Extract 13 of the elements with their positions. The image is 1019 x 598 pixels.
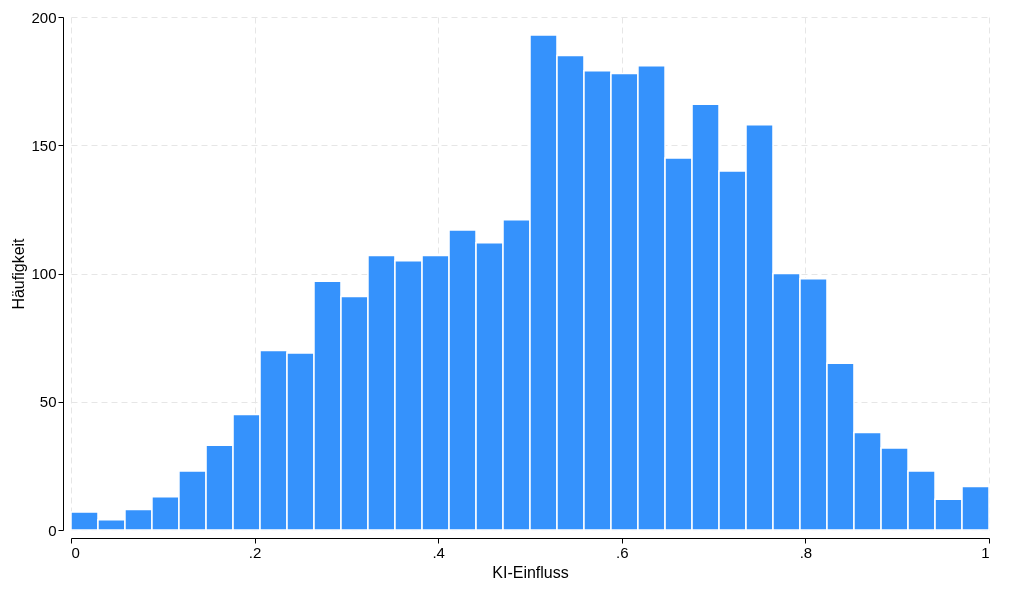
y-tick-label: 100: [31, 265, 57, 282]
x-tick-label: .2: [248, 543, 262, 561]
x-tick-label: .8: [799, 543, 813, 561]
x-tick-label: .6: [616, 543, 629, 561]
x-axis-title: KI-Einfluss: [492, 563, 569, 581]
y-tick-label: 200: [31, 8, 57, 26]
y-tick-label: 50: [39, 393, 57, 411]
y-tick-label: 0: [48, 521, 57, 539]
x-tick-label: .4: [432, 543, 445, 561]
x-tick-label: 0: [71, 543, 80, 561]
x-tick-label: 1: [981, 543, 990, 561]
y-tick-label: 150: [31, 136, 57, 154]
y-axis-title: Häufigkeit: [10, 237, 28, 310]
